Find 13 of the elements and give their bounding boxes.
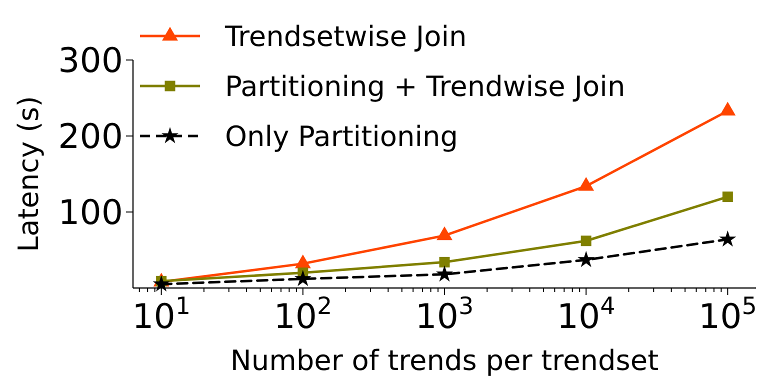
x-tick-label: 10$^{5}$ [698, 292, 757, 337]
y-tick-label: 200 [58, 117, 123, 157]
x-tick-label: 10$^{3}$ [415, 292, 474, 337]
legend-label: Only Partitioning [225, 120, 458, 153]
x-axis-title: Number of trends per trendset [230, 344, 659, 377]
x-tick-label: 10$^{2}$ [274, 292, 332, 337]
legend-label: Trendsetwise Join [224, 20, 467, 53]
y-axis-title: Latency (s) [12, 96, 45, 252]
y-tick-label: 100 [58, 193, 123, 233]
x-tick-label: 10$^{1}$ [132, 292, 191, 337]
y-tick-label: 300 [58, 41, 123, 81]
x-tick-label: 10$^{4}$ [556, 292, 616, 337]
legend-label: Partitioning + Trendwise Join [225, 70, 626, 103]
